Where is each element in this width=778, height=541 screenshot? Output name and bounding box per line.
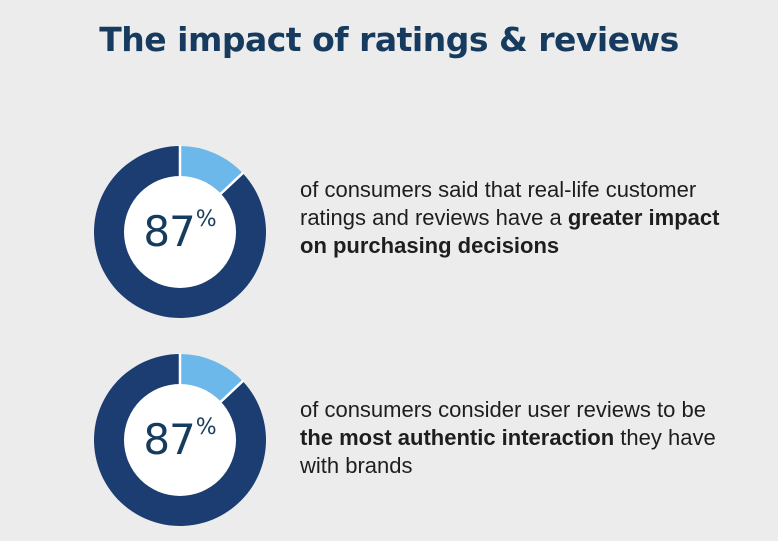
stat-text-bold: greater impact on purchasing decisions <box>300 205 720 258</box>
stat-row: 87% of consumers said that real-life cus… <box>0 144 778 324</box>
stat-text-after: they have with brands <box>300 425 716 478</box>
stat-text: of consumers consider user reviews to be <box>300 397 706 422</box>
donut-hole <box>124 384 236 496</box>
donut-chart: 87% <box>92 144 268 320</box>
stat-text: of consumers said that real-life custome… <box>300 177 697 230</box>
stat-description: of consumers said that real-life custome… <box>300 176 720 260</box>
donut-svg <box>93 353 266 526</box>
donut-unit: % <box>195 207 217 232</box>
donut-hole <box>124 176 236 288</box>
donut-chart: 87% <box>92 352 268 528</box>
donut-unit: % <box>195 415 217 440</box>
donut-value: 87 <box>143 415 195 464</box>
donut-value-label: 87% <box>92 144 268 320</box>
stat-row: 87% of consumers consider user reviews t… <box>0 352 778 532</box>
donut-value-label: 87% <box>92 352 268 528</box>
stat-text-bold: the most authentic interaction <box>300 425 615 450</box>
page-title: The impact of ratings & reviews <box>99 20 679 59</box>
donut-svg <box>93 145 266 318</box>
stat-description: of consumers consider user reviews to be… <box>300 396 720 480</box>
donut-value: 87 <box>143 207 195 256</box>
